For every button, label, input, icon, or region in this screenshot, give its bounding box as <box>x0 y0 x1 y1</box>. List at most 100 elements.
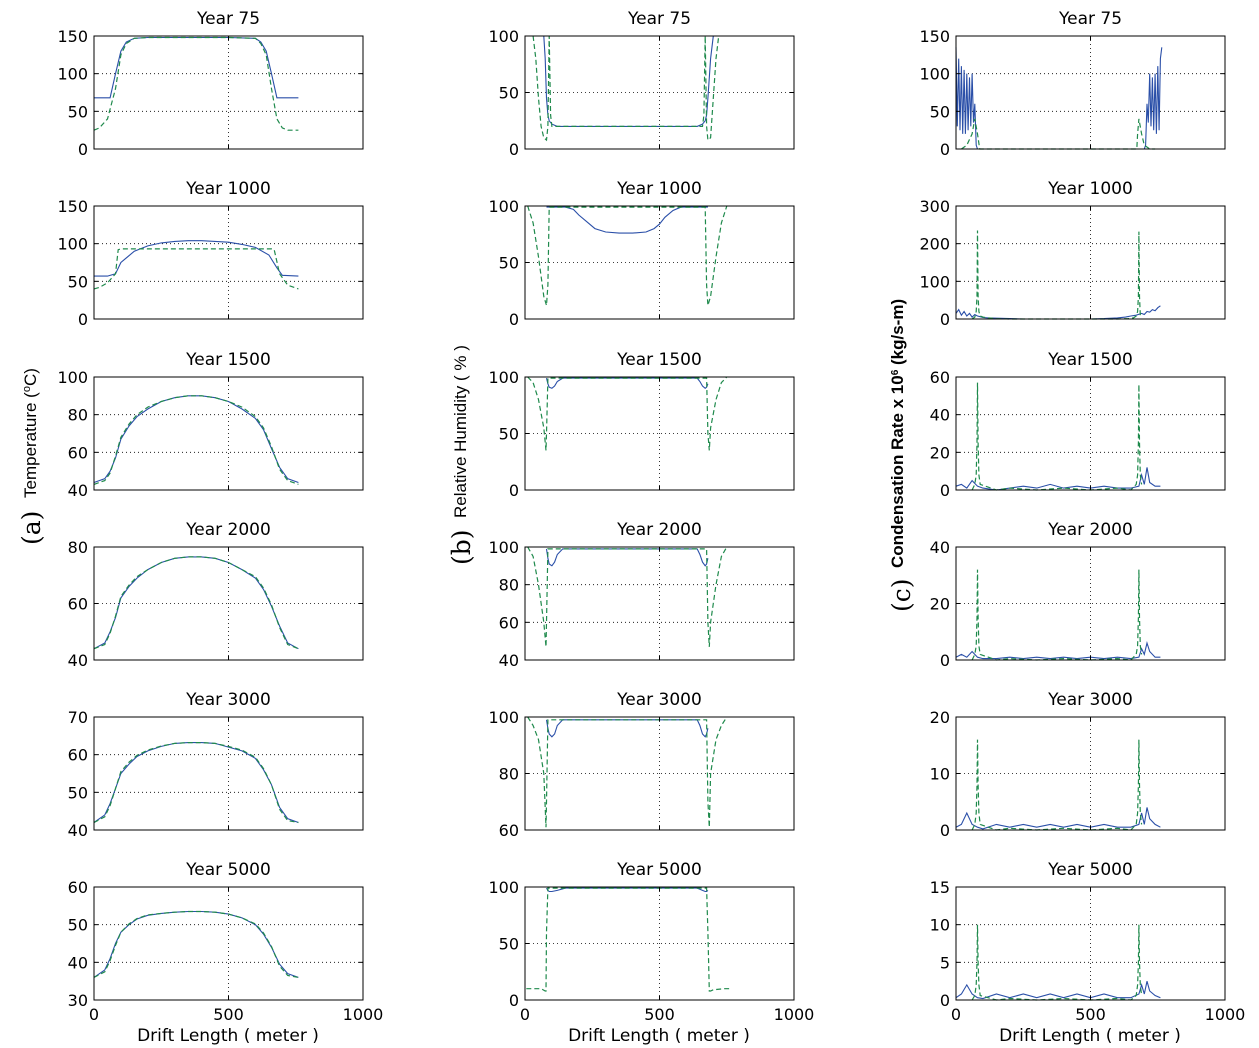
y-tick-label: 150 <box>57 197 88 216</box>
x-tick-label: 500 <box>644 1005 675 1024</box>
y-tick-label: 150 <box>919 27 950 46</box>
series-line-dashed <box>93 556 299 650</box>
series-line-solid <box>94 240 299 277</box>
y-tick-label: 60 <box>499 821 519 840</box>
y-tick-label: 0 <box>940 991 950 1010</box>
series-line-dashed <box>971 230 1143 320</box>
y-tick-label: 100 <box>57 65 88 84</box>
series-line-dashed <box>93 910 299 978</box>
series-line-solid <box>955 305 1161 320</box>
x-axis-label-col-b: Drift Length ( meter ) <box>568 1026 750 1046</box>
subplot-c1-r1: 0 50 100 Year 1000 <box>488 179 795 329</box>
y-tick-label: 40 <box>68 651 88 670</box>
subplot-c1-r4: 60 80 100 Year 3000 <box>488 690 795 840</box>
subplot-c2-r5: 0 5 10 15 0 500 1000 Year 5000 <box>930 860 1246 1024</box>
y-tick-label: 100 <box>488 878 519 897</box>
series-line-solid <box>955 981 1161 1000</box>
x-tick-label: 500 <box>213 1005 244 1024</box>
subplot-title: Year 5000 <box>1047 860 1133 880</box>
subplot-title: Year 1500 <box>185 350 271 370</box>
y-label-condensation-main: Condensation Rate x 10 <box>888 375 907 568</box>
series-line-solid <box>955 640 1161 660</box>
y-label-temperature-end: C) <box>21 368 40 386</box>
y-tick-label: 15 <box>930 878 950 897</box>
subplot-title: Year 75 <box>196 9 260 29</box>
y-tick-label: 0 <box>509 481 519 500</box>
series-line-solid <box>545 719 709 738</box>
y-tick-label: 10 <box>930 916 950 935</box>
series-line-solid <box>955 467 1161 491</box>
series-line-solid <box>93 742 299 824</box>
y-axis-label-humidity: Relative Humidity ( % ) <box>451 345 470 518</box>
y-tick-label: 70 <box>68 708 88 727</box>
y-tick-label: 80 <box>499 765 519 784</box>
y-tick-label: 100 <box>919 272 950 291</box>
subplot-c1-r3: 40 60 80 100 Year 2000 <box>488 520 795 670</box>
subplot-title: Year 3000 <box>185 690 271 710</box>
subplot-title: Year 2000 <box>1047 520 1133 540</box>
y-tick-label: 100 <box>919 65 950 84</box>
y-tick-label: 80 <box>68 406 88 425</box>
x-tick-label: 1000 <box>343 1005 384 1024</box>
subplot-c0-r1: 0 50 100 150 Year 1000 <box>57 179 364 329</box>
series-line-dashed <box>971 739 1143 831</box>
column-b-labels: (b) Relative Humidity ( % ) <box>447 345 476 565</box>
series-line-solid <box>539 35 714 127</box>
panel-label-c: (c) <box>887 578 916 612</box>
subplot-c2-r4: 0 10 20 Year 3000 <box>930 690 1226 840</box>
y-tick-label: 100 <box>488 368 519 387</box>
subplot-title: Year 75 <box>1058 9 1122 29</box>
subplot-c2-r0: 0 50 100 150 Year 75 <box>919 9 1226 159</box>
y-tick-label: 0 <box>940 140 950 159</box>
subplot-title: Year 1000 <box>616 179 702 199</box>
y-tick-label: 40 <box>68 481 88 500</box>
x-tick-label: 500 <box>1075 1005 1106 1024</box>
y-tick-label: 100 <box>57 368 88 387</box>
y-label-condensation-sup: 6 <box>890 369 901 375</box>
y-tick-label: 50 <box>499 254 519 273</box>
y-tick-label: 80 <box>68 538 88 557</box>
y-tick-label: 50 <box>930 102 950 121</box>
y-tick-label: 0 <box>940 651 950 670</box>
y-tick-label: 40 <box>68 821 88 840</box>
x-axis-titles: Drift Length ( meter ) Drift Length ( me… <box>137 1026 1181 1046</box>
series-line-dashed <box>971 382 1143 491</box>
series-line-dashed <box>961 118 1156 150</box>
y-tick-label: 0 <box>78 140 88 159</box>
series-line-dashed <box>971 569 1143 661</box>
x-tick-label: 1000 <box>774 1005 815 1024</box>
y-tick-label: 50 <box>68 783 88 802</box>
series-line-solid <box>545 377 709 390</box>
y-tick-label: 40 <box>930 538 950 557</box>
y-tick-label: 100 <box>488 197 519 216</box>
y-axis-label-temperature: Temperature (oC) <box>21 368 40 498</box>
y-tick-label: 0 <box>940 481 950 500</box>
y-tick-label: 50 <box>68 272 88 291</box>
y-tick-label: 60 <box>930 368 950 387</box>
series-line-dashed <box>527 376 728 451</box>
x-tick-label: 0 <box>89 1005 99 1024</box>
x-axis-label-col-a: Drift Length ( meter ) <box>137 1026 319 1046</box>
y-tick-label: 80 <box>499 576 519 595</box>
y-tick-label: 0 <box>940 310 950 329</box>
series-line-dashed <box>527 716 728 828</box>
subplot-c0-r3: 40 60 80 Year 2000 <box>68 520 364 670</box>
y-tick-label: 60 <box>68 878 88 897</box>
subplot-c1-r0: 0 50 100 Year 75 <box>488 9 795 159</box>
y-tick-label: 60 <box>68 443 88 462</box>
y-tick-label: 100 <box>488 708 519 727</box>
subplot-title: Year 5000 <box>616 860 702 880</box>
series-line-dashed <box>93 395 299 485</box>
subplot-title: Year 1000 <box>1047 179 1133 199</box>
x-axis-label-col-c: Drift Length ( meter ) <box>999 1026 1181 1046</box>
subplot-title: Year 1000 <box>185 179 271 199</box>
x-tick-label: 1000 <box>1205 1005 1246 1024</box>
series-line-solid <box>545 548 709 567</box>
y-tick-label: 5 <box>940 953 950 972</box>
subplot-c0-r2: 40 60 80 100 Year 1500 <box>57 350 364 500</box>
subplot-c1-r2: 0 50 100 Year 1500 <box>488 350 795 500</box>
subplot-c0-r5: 30 40 50 60 0 500 1000 Year 5000 <box>68 860 384 1024</box>
subplot-c0-r0: 0 50 100 150 Year 75 <box>57 9 364 159</box>
